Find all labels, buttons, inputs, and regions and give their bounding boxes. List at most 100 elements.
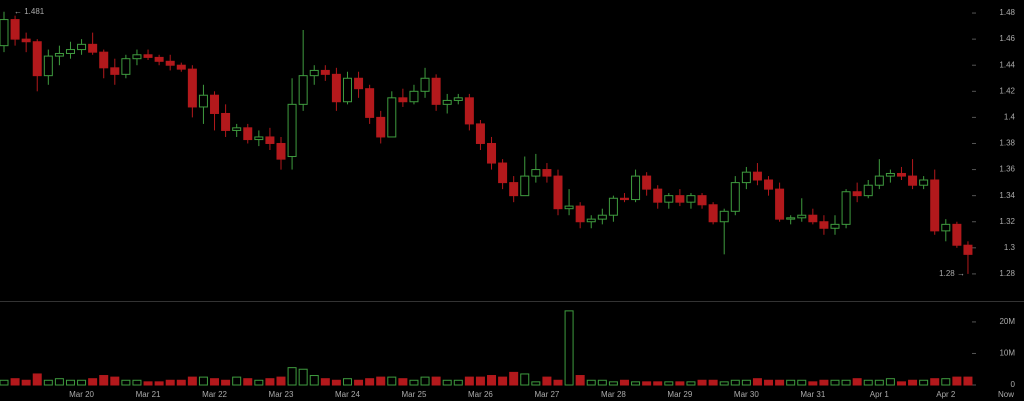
- volume-bar: [708, 379, 718, 386]
- candle-body: [475, 123, 485, 144]
- volume-bar: [830, 379, 840, 386]
- volume-bar: [32, 373, 42, 386]
- candle-body: [542, 169, 552, 177]
- candle-body: [941, 223, 951, 232]
- y-tick-label: 1.3: [1004, 243, 1016, 252]
- volume-bar: [65, 379, 75, 386]
- volume-bar: [77, 379, 87, 386]
- volume-bar: [342, 378, 352, 386]
- volume-bar: [841, 379, 851, 386]
- volume-bar: [730, 379, 740, 386]
- volume-bar: [719, 381, 729, 386]
- candle-body: [464, 97, 474, 125]
- volume-bar: [863, 379, 873, 386]
- volume-bar: [764, 379, 774, 386]
- volume-bar: [54, 378, 64, 386]
- volume-bar: [952, 376, 962, 386]
- y-tick-label: 1.34: [999, 191, 1015, 200]
- volume-bar: [564, 310, 574, 386]
- candle-body: [653, 188, 663, 203]
- volume-bar: [187, 376, 197, 386]
- volume-bar: [121, 379, 131, 386]
- candle-body: [387, 97, 397, 138]
- volume-bar: [265, 378, 275, 386]
- volume-bar: [542, 376, 552, 386]
- volume-bar: [221, 379, 231, 386]
- y-tick-label: 1.28: [999, 269, 1015, 278]
- x-tick-label: Mar 31: [800, 390, 825, 399]
- volume-bar: [287, 367, 297, 386]
- volume-bar: [0, 379, 9, 386]
- candle-body: [852, 191, 862, 197]
- candle-body: [564, 205, 574, 210]
- candle-body: [431, 77, 441, 105]
- candle-body: [210, 94, 220, 114]
- volume-bar: [852, 378, 862, 386]
- volume-bar: [586, 379, 596, 386]
- volume-bar: [298, 368, 308, 386]
- y-tick-label: 1.38: [999, 139, 1015, 148]
- volume-bar: [365, 378, 375, 386]
- candle-body: [43, 55, 53, 77]
- candle-body: [88, 43, 98, 53]
- candle-body: [841, 191, 851, 225]
- volume-bar: [642, 381, 652, 386]
- candle-body: [741, 171, 751, 184]
- candle-body: [786, 217, 796, 220]
- volume-bar: [941, 378, 951, 386]
- y-tick-label: 1.48: [999, 8, 1015, 17]
- volume-bar: [198, 376, 208, 386]
- candle-body: [354, 77, 364, 90]
- candle-body: [165, 60, 175, 66]
- volume-bar: [919, 379, 929, 386]
- volume-bar: [697, 379, 707, 386]
- volume-bar: [10, 378, 20, 386]
- candle-body: [232, 127, 242, 131]
- candle-body: [21, 38, 31, 43]
- candle-body: [675, 195, 685, 203]
- candle-body: [498, 162, 508, 184]
- candle-body: [575, 205, 585, 223]
- volume-bar: [775, 379, 785, 386]
- x-tick-label: Mar 26: [468, 390, 493, 399]
- candle-body: [0, 19, 9, 47]
- candle-body: [331, 73, 341, 103]
- volume-bar: [896, 381, 906, 386]
- low-annotation: 1.28 →: [939, 269, 965, 278]
- candle-body: [10, 19, 20, 40]
- volume-bar: [797, 379, 807, 386]
- candle-body: [221, 112, 231, 131]
- volume-bar: [132, 379, 142, 386]
- candle-body: [631, 175, 641, 201]
- volume-bar: [597, 379, 607, 386]
- candle-body: [719, 210, 729, 223]
- candle-body: [819, 221, 829, 229]
- volume-bar: [309, 375, 319, 386]
- candle-body: [808, 214, 818, 223]
- volume-bar: [631, 381, 641, 386]
- candle-body: [487, 142, 497, 164]
- volume-bar: [752, 378, 762, 386]
- volume-bar: [110, 376, 120, 386]
- volume-bar: [531, 381, 541, 386]
- candle-body: [863, 184, 873, 197]
- x-tick-label: Mar 29: [667, 390, 692, 399]
- volume-bar: [553, 379, 563, 386]
- volume-bar: [88, 378, 98, 386]
- volume-bar: [908, 379, 918, 386]
- x-tick-label: Mar 28: [601, 390, 626, 399]
- candle-body: [619, 197, 629, 201]
- volume-bar: [608, 381, 618, 386]
- candle-body: [143, 54, 153, 58]
- candle-body: [597, 214, 607, 220]
- volume-tick-label: 10M: [999, 349, 1015, 358]
- volume-bar: [453, 379, 463, 386]
- y-tick-label: 1.46: [999, 34, 1015, 43]
- volume-bar: [43, 379, 53, 386]
- candle-body: [121, 58, 131, 75]
- candle-body: [885, 172, 895, 177]
- candle-body: [764, 179, 774, 190]
- volume-bar: [874, 379, 884, 386]
- volume-bar: [232, 376, 242, 386]
